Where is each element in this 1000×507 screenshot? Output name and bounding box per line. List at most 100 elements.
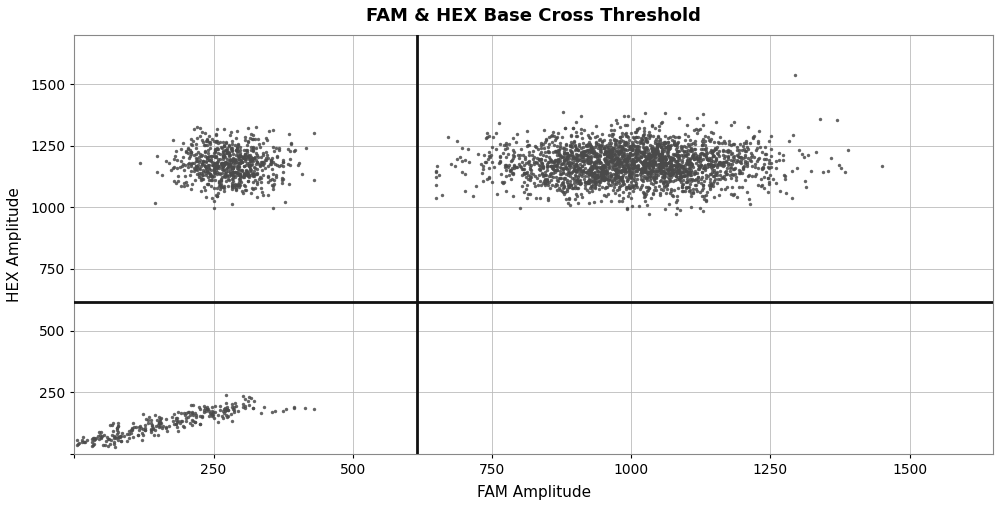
Point	[306, 176, 322, 184]
Point	[644, 147, 660, 155]
Point	[287, 146, 303, 154]
Point	[611, 159, 627, 167]
Point	[571, 171, 587, 179]
Point	[578, 151, 594, 159]
Point	[611, 162, 627, 170]
Point	[102, 421, 118, 429]
Point	[563, 147, 579, 155]
Point	[667, 169, 683, 177]
Point	[549, 166, 565, 174]
Point	[660, 146, 676, 154]
Point	[498, 166, 514, 174]
Point	[663, 141, 679, 150]
Point	[193, 162, 209, 170]
Point	[718, 167, 734, 175]
Point	[633, 168, 649, 176]
Point	[449, 136, 465, 144]
Point	[608, 147, 624, 155]
Point	[598, 148, 614, 156]
Point	[193, 187, 209, 195]
Point	[201, 176, 217, 184]
Point	[550, 157, 566, 165]
Point	[752, 143, 768, 151]
Point	[563, 163, 579, 171]
Point	[668, 172, 684, 180]
Point	[633, 138, 649, 147]
Point	[603, 149, 619, 157]
Point	[536, 177, 552, 185]
Point	[711, 159, 727, 167]
Point	[623, 142, 639, 150]
Point	[586, 161, 602, 169]
Point	[220, 412, 236, 420]
Point	[543, 156, 559, 164]
Point	[688, 125, 704, 133]
Point	[639, 172, 655, 180]
Point	[552, 144, 568, 152]
Point	[701, 162, 717, 170]
Point	[620, 162, 636, 170]
Point	[724, 149, 740, 157]
Point	[231, 182, 247, 190]
Point	[517, 155, 533, 163]
Point	[265, 143, 281, 152]
Point	[689, 155, 705, 163]
Point	[573, 149, 589, 157]
Point	[231, 166, 247, 174]
Point	[516, 170, 532, 178]
Point	[613, 146, 629, 154]
Point	[275, 162, 291, 170]
Point	[199, 406, 215, 414]
Point	[239, 149, 255, 157]
Point	[647, 154, 663, 162]
Point	[593, 159, 609, 167]
Point	[625, 132, 641, 140]
Point	[208, 153, 224, 161]
Point	[224, 417, 240, 425]
Point	[651, 160, 667, 168]
Point	[209, 184, 225, 192]
Point	[670, 167, 686, 175]
Point	[691, 165, 707, 173]
Point	[617, 165, 633, 173]
Point	[561, 168, 577, 176]
Point	[575, 155, 591, 163]
Point	[702, 160, 718, 168]
Point	[465, 192, 481, 200]
Point	[761, 136, 777, 144]
Point	[561, 183, 577, 191]
Point	[606, 146, 622, 154]
Point	[666, 161, 682, 169]
Point	[249, 158, 265, 166]
Point	[203, 171, 219, 179]
Point	[151, 413, 167, 421]
Point	[209, 192, 225, 200]
Point	[703, 154, 719, 162]
Point	[168, 178, 184, 187]
Point	[618, 154, 634, 162]
Point	[192, 165, 208, 173]
Point	[201, 156, 217, 164]
Point	[533, 143, 549, 152]
Point	[699, 149, 715, 157]
Point	[622, 184, 638, 192]
Point	[198, 157, 214, 165]
Point	[656, 177, 672, 186]
Point	[249, 158, 265, 166]
Point	[675, 162, 691, 170]
Point	[265, 170, 281, 178]
Point	[277, 198, 293, 206]
Point	[152, 419, 168, 427]
Point	[269, 161, 285, 169]
Point	[582, 134, 598, 142]
Point	[736, 146, 752, 154]
Point	[290, 161, 306, 169]
Point	[597, 147, 613, 155]
Point	[224, 185, 240, 193]
Point	[718, 157, 734, 165]
Point	[667, 176, 683, 185]
Point	[182, 146, 198, 154]
Point	[655, 161, 671, 169]
Point	[183, 139, 199, 148]
Point	[636, 124, 652, 132]
